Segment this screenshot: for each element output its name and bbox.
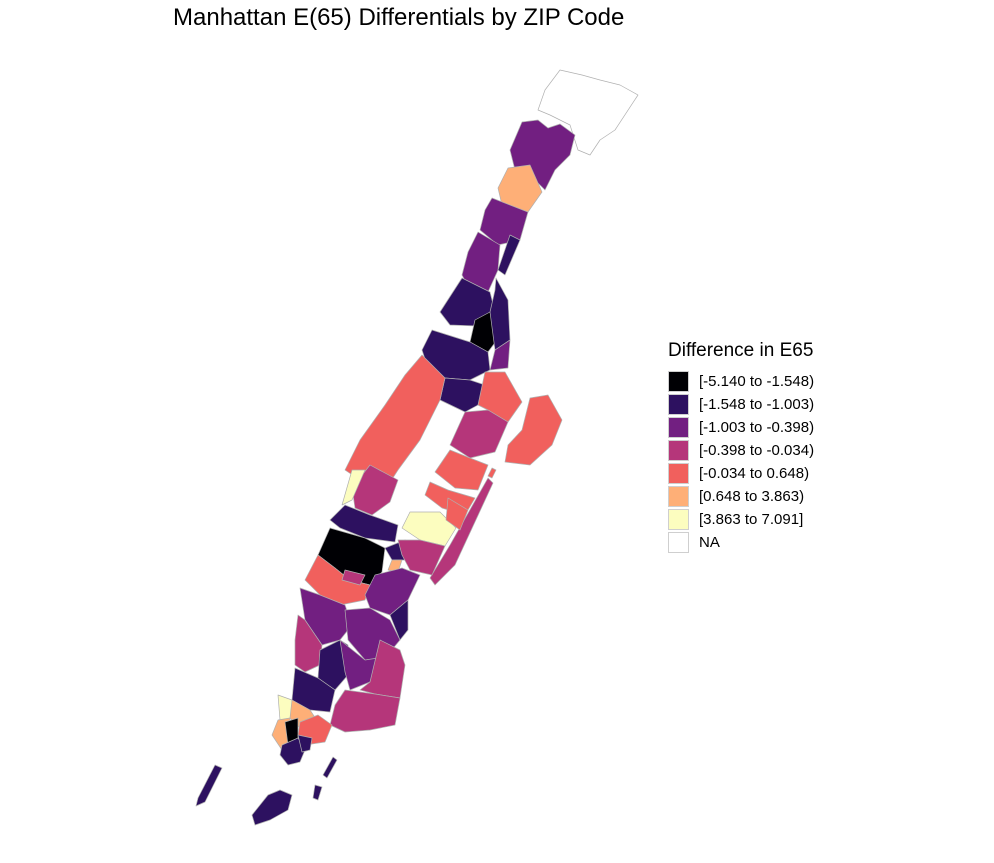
zip-region-sutton-place [445,497,469,531]
legend-swatch [668,394,689,415]
zip-region-upper-east-side-south [434,449,489,491]
zip-region-upper-east-side-north [449,409,509,459]
legend-label: [3.863 to 7.091] [699,511,804,528]
legend-label: [-1.548 to -1.003) [699,396,815,413]
zip-region-east-river-sliver [487,467,497,479]
legend-label: [-0.034 to 0.648) [699,465,810,482]
legend-item: [3.863 to 7.091] [668,508,814,531]
legend-item: NA [668,531,814,554]
legend-label: NA [699,534,720,551]
zip-region-east-harlem [489,339,511,371]
zip-region-chelsea-strip [341,569,366,586]
legend-item: [-0.034 to 0.648) [668,462,814,485]
zip-region-wall-street [279,737,306,766]
zip-region-midtown-south [304,554,371,606]
legend-swatch [668,509,689,530]
zip-region-lincoln-square [341,469,366,506]
legend-swatch [668,440,689,461]
legend-label: [-5.140 to -1.548) [699,373,815,390]
zip-region-small-island [312,784,323,801]
legend-swatch [668,486,689,507]
legend-swatch [668,417,689,438]
zip-region-west-village [294,614,323,673]
zip-region-lower-east-side [329,689,401,733]
map-title: Manhattan E(65) Differentials by ZIP Cod… [173,4,625,31]
zip-region-murray-hill [397,539,446,576]
zip-region-hells-kitchen [329,504,399,543]
legend-label: [-1.003 to -0.398) [699,419,815,436]
legend-item: [-1.003 to -0.398) [668,416,814,439]
zip-region-seaport [297,734,313,753]
legend-item: [-1.548 to -1.003) [668,393,814,416]
zip-region-harlem-east-strip [497,234,521,276]
zip-region-governors-island [251,789,293,826]
legend-title: Difference in E65 [668,340,814,361]
legend-item: [-0.398 to -0.034) [668,439,814,462]
legend-swatch [668,463,689,484]
zip-region-stuyvesant [389,599,409,641]
legend-swatch [668,371,689,392]
zip-region-ellis-island [195,764,223,807]
legend-item: [-5.140 to -1.548) [668,370,814,393]
zip-region-roosevelt-island [429,477,494,586]
legend-item: [0.648 to 3.863) [668,485,814,508]
zip-region-roosevelt-island-north [504,394,563,466]
legend-label: [0.648 to 3.863) [699,488,805,505]
zip-region-liberty-strip [322,756,338,779]
legend: Difference in E65 [-5.140 to -1.548) [-1… [668,340,814,554]
zip-region-na-inwood [537,69,639,156]
legend-swatch [668,532,689,553]
zip-region-east-harlem-south [439,377,486,413]
legend-label: [-0.398 to -0.034) [699,442,815,459]
